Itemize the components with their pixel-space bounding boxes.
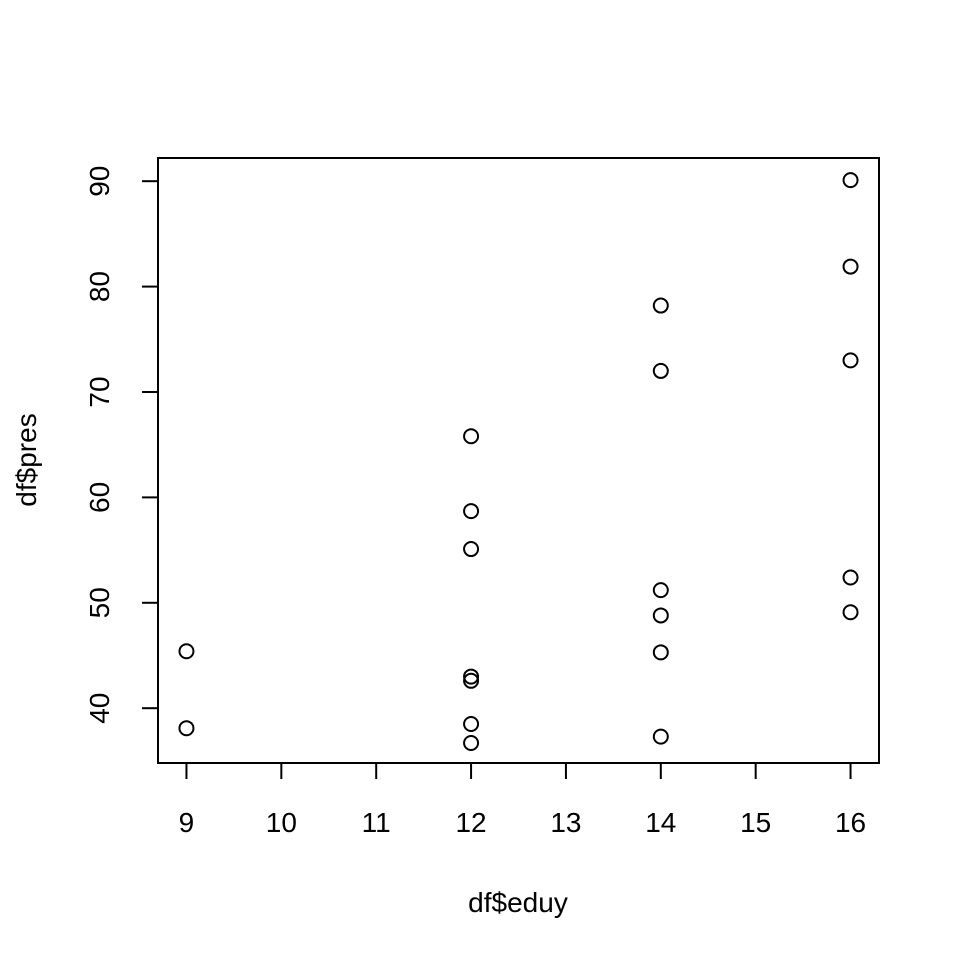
data-point — [178, 643, 195, 660]
y-tick-label: 60 — [84, 482, 115, 513]
x-tick-label: 16 — [835, 807, 866, 838]
x-axis: 9 10 11 12 13 14 15 16 — [179, 762, 866, 838]
data-point — [463, 503, 480, 520]
data-point — [842, 352, 859, 369]
data-point — [652, 297, 669, 314]
data-point — [463, 668, 480, 685]
data-point — [842, 604, 859, 621]
data-points — [178, 172, 859, 751]
x-tick-label: 11 — [362, 807, 391, 838]
x-tick-label: 9 — [179, 807, 195, 838]
data-point — [842, 172, 859, 189]
data-point — [178, 720, 195, 737]
data-point — [463, 428, 480, 445]
data-point — [463, 672, 480, 689]
data-point — [652, 362, 669, 379]
y-axis-label: df$pres — [11, 413, 42, 506]
y-tick-label: 50 — [84, 587, 115, 618]
data-point — [842, 258, 859, 275]
y-tick-label: 70 — [84, 376, 115, 407]
data-point — [652, 607, 669, 624]
y-tick-label: 90 — [84, 166, 115, 197]
data-point — [463, 734, 480, 751]
y-tick-label: 40 — [84, 693, 115, 724]
data-point — [652, 728, 669, 745]
data-point — [842, 569, 859, 586]
x-tick-label: 15 — [740, 807, 771, 838]
data-point — [652, 644, 669, 661]
y-tick-label: 80 — [84, 271, 115, 302]
x-tick-label: 12 — [455, 807, 486, 838]
data-point — [463, 716, 480, 733]
data-point — [463, 541, 480, 558]
x-axis-label: df$eduy — [468, 887, 568, 918]
plot-frame — [157, 157, 880, 764]
x-tick-label: 10 — [266, 807, 297, 838]
data-point — [652, 582, 669, 599]
y-axis: 40 50 60 70 80 90 — [84, 166, 159, 724]
x-tick-label: 14 — [645, 807, 676, 838]
x-tick-label: 13 — [550, 807, 581, 838]
